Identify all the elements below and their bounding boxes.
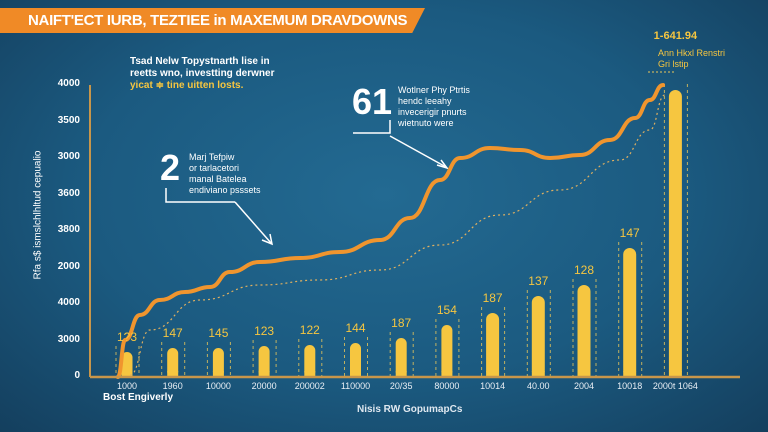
callout-2-leader bbox=[165, 188, 235, 203]
y-tick-label: 3800 bbox=[57, 224, 80, 235]
bar-base bbox=[304, 371, 316, 377]
bar-base bbox=[623, 371, 637, 377]
x-tick-label: 10000 bbox=[205, 381, 231, 391]
footer-left-label: Bost Engiverly bbox=[103, 392, 174, 403]
title-banner bbox=[0, 8, 425, 33]
bar-base bbox=[121, 371, 133, 377]
bar bbox=[668, 89, 682, 378]
intro-line: yicat ≑ tine uitten losts. bbox=[130, 80, 244, 91]
bar bbox=[167, 348, 179, 377]
callout-line: manal Batelea bbox=[189, 174, 247, 184]
bar-base bbox=[531, 371, 545, 377]
bar bbox=[486, 312, 500, 377]
x-tick-label: 200002 bbox=[294, 381, 325, 391]
bar-value-label: 122 bbox=[299, 323, 320, 338]
x-tick-label: 1000 bbox=[116, 381, 138, 391]
bar bbox=[304, 345, 316, 377]
x-tick-label: 10014 bbox=[480, 381, 506, 391]
x-tick-label: 20/35 bbox=[389, 381, 413, 391]
callout-2-text: Marj Tefpiw or tarlacetori manal Batelea… bbox=[189, 152, 261, 196]
intro-note: Tsad Nelw Topystnarth lise in reetts wno… bbox=[130, 56, 274, 92]
bar-value-label: 187 bbox=[391, 316, 412, 331]
bar-value-label: 187 bbox=[482, 290, 503, 305]
x-tick-label: 2000t 1064 bbox=[652, 381, 698, 391]
y-tick-label: 3600 bbox=[57, 187, 80, 199]
x-tick-label: 20000 bbox=[251, 381, 277, 391]
bar-value-label: 128 bbox=[573, 263, 595, 278]
arrow-head-icon bbox=[261, 233, 274, 246]
bar-base bbox=[258, 371, 270, 377]
bar bbox=[350, 342, 361, 377]
bar bbox=[623, 248, 637, 377]
bar-value-label: 123 bbox=[254, 323, 275, 338]
x-tick-label: 40.00 bbox=[527, 381, 550, 391]
bar-value-label: 1?3 bbox=[116, 330, 138, 345]
bar-base bbox=[350, 371, 361, 377]
bar-base bbox=[668, 371, 682, 377]
bar-base bbox=[212, 371, 224, 377]
callout-line: invecerigir pnurts bbox=[398, 107, 467, 117]
callout-61-leader bbox=[353, 120, 391, 134]
x-axis-label: Nisis RW GopumapCs bbox=[357, 404, 463, 415]
intro-line: reetts wno, investting derwner bbox=[130, 68, 275, 79]
callout-line: Wotlner Phy Ptrtis bbox=[398, 85, 470, 95]
top-note-line: Ann Hkxl Renstri bbox=[658, 48, 726, 58]
bar-value-label: 145 bbox=[208, 326, 229, 341]
callout-61-number: 61 bbox=[352, 81, 393, 122]
x-tick-label: 2004 bbox=[573, 381, 595, 391]
chart-title: NAIFT'ECT IURB, TEZTIEE in MAXEMUM DRAVD… bbox=[28, 12, 408, 29]
arrow-head-icon bbox=[436, 159, 449, 170]
x-tick-label: 110000 bbox=[340, 381, 371, 391]
y-tick-label: 3000 bbox=[57, 333, 80, 345]
bar-value-label: 137 bbox=[528, 273, 549, 288]
callout-line: or tarlacetori bbox=[189, 163, 240, 173]
bar-value-label: 144 bbox=[345, 320, 366, 335]
top-note: Ann Hkxl Renstri Gri lstip bbox=[658, 48, 725, 70]
callout-61-text: Wotlner Phy Ptrtis hendc leeahy inveceri… bbox=[398, 85, 470, 129]
callout-line: hendc leeahy bbox=[398, 96, 452, 106]
bar-base bbox=[486, 371, 500, 377]
callout-line: wietnuto were bbox=[398, 118, 454, 128]
bar bbox=[441, 325, 453, 377]
bar bbox=[395, 338, 407, 377]
bar-base bbox=[577, 371, 591, 377]
bar bbox=[577, 285, 591, 377]
equity-curve-line bbox=[115, 83, 666, 379]
callout-line: Marj Tefpiw bbox=[189, 152, 235, 162]
callout-2-arrow bbox=[234, 201, 272, 244]
callout-line: endiviano psssets bbox=[189, 185, 261, 195]
x-tick-label: 10018 bbox=[617, 381, 643, 391]
bar-value-label: 147 bbox=[162, 326, 183, 341]
bar-value-label: 147 bbox=[619, 226, 640, 240]
bar-base bbox=[441, 371, 453, 377]
x-tick-label: 80000 bbox=[434, 381, 460, 391]
x-tick-label: 1960 bbox=[162, 381, 183, 391]
y-tick-label: 0 bbox=[74, 370, 80, 381]
callout-61-arrow bbox=[389, 135, 447, 168]
bar bbox=[258, 345, 270, 377]
bar-value-label: 154 bbox=[436, 303, 457, 318]
bar bbox=[212, 348, 224, 377]
y-tick-label: 2000 bbox=[57, 260, 80, 272]
bar bbox=[531, 295, 545, 377]
y-tick-label: 4000 bbox=[57, 297, 80, 308]
callout-2-number: 2 bbox=[160, 147, 181, 188]
top-note-line: Gri lstip bbox=[658, 59, 689, 69]
bar-base bbox=[395, 371, 407, 377]
y-tick-label: 3000 bbox=[57, 151, 80, 162]
bar bbox=[121, 352, 133, 377]
bar-value-label: 1-641.94 bbox=[653, 30, 698, 42]
y-tick-label: 4000 bbox=[57, 78, 80, 89]
intro-line: Tsad Nelw Topystnarth lise in bbox=[130, 56, 270, 67]
y-tick-label: 3500 bbox=[57, 114, 80, 126]
bar-base bbox=[167, 371, 179, 377]
